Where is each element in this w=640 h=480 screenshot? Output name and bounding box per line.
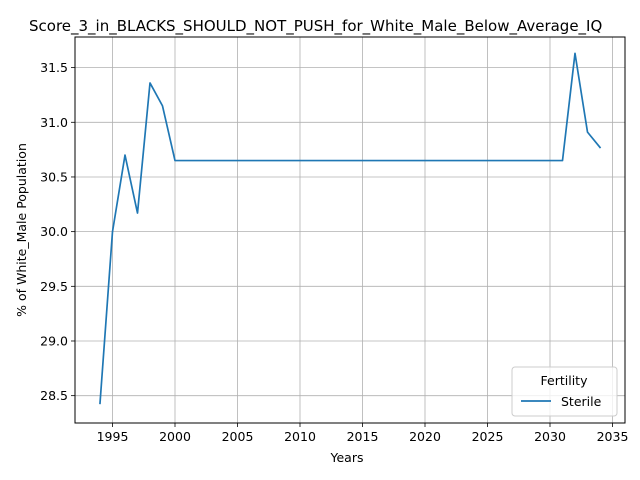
x-tick-label: 2005 bbox=[222, 429, 254, 444]
legend-label-sterile: Sterile bbox=[561, 394, 602, 409]
chart-title: Score_3_in_BLACKS_SHOULD_NOT_PUSH_for_Wh… bbox=[29, 17, 602, 36]
y-axis-ticks: 28.5 29.0 29.5 30.0 30.5 31.0 31.5 bbox=[40, 60, 75, 403]
y-tick-label: 30.5 bbox=[40, 169, 68, 184]
y-tick-label: 29.5 bbox=[40, 279, 68, 294]
x-tick-label: 2030 bbox=[534, 429, 566, 444]
y-axis-label: % of White_Male Population bbox=[14, 143, 29, 317]
series-layer bbox=[99, 52, 602, 405]
x-tick-label: 1995 bbox=[97, 429, 129, 444]
y-tick-label: 31.5 bbox=[40, 60, 68, 75]
plot-frame bbox=[74, 36, 626, 424]
y-tick-label: 29.0 bbox=[40, 333, 68, 348]
y-tick-label: 30.0 bbox=[40, 224, 68, 239]
legend-title: Fertility bbox=[541, 373, 589, 388]
x-tick-label: 2000 bbox=[159, 429, 191, 444]
x-tick-label: 2025 bbox=[472, 429, 504, 444]
x-tick-label: 2015 bbox=[347, 429, 379, 444]
x-tick-label: 2010 bbox=[284, 429, 316, 444]
x-tick-label: 2020 bbox=[409, 429, 441, 444]
x-tick-label: 2035 bbox=[597, 429, 629, 444]
legend-box bbox=[511, 366, 618, 417]
y-tick-label: 31.0 bbox=[40, 115, 68, 130]
x-axis-label: Years bbox=[330, 450, 364, 465]
legend: Fertility Sterile bbox=[511, 366, 618, 417]
y-tick-label: 28.5 bbox=[40, 388, 68, 403]
x-axis-ticks: 1995 2000 2005 2010 2015 2020 2025 2030 2035 bbox=[97, 423, 629, 444]
series-line-sterile bbox=[99, 52, 602, 405]
